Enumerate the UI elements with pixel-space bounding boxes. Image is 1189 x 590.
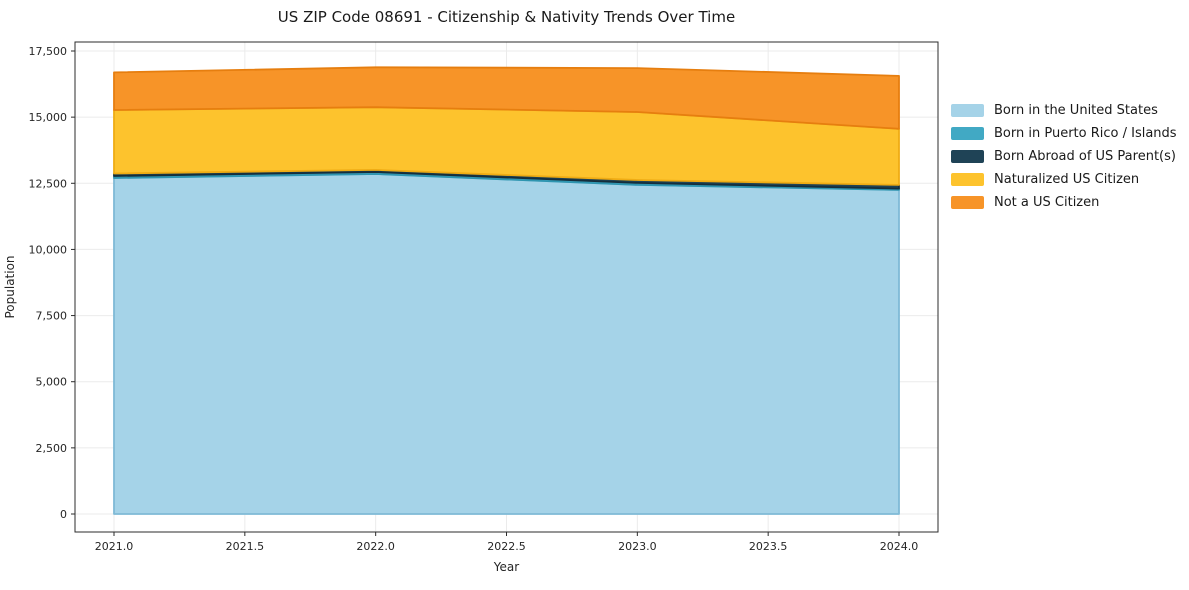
legend-item: Born Abroad of US Parent(s) [951,150,1177,163]
legend-item: Not a US Citizen [951,196,1177,209]
x-axis-label: Year [493,560,519,574]
legend-label: Born in the United States [994,103,1158,118]
x-tick-label: 2023.0 [618,540,657,553]
x-tick-label: 2021.0 [95,540,134,553]
x-tick-label: 2022.5 [487,540,526,553]
legend-item: Born in the United States [951,104,1177,117]
y-tick-label: 2,500 [36,442,68,455]
y-tick-label: 12,500 [29,177,68,190]
chart-title: US ZIP Code 08691 - Citizenship & Nativi… [277,8,736,26]
legend-swatch [951,196,984,209]
legend-label: Born in Puerto Rico / Islands [994,126,1177,141]
legend-swatch [951,104,984,117]
area-series-born-in-the-united-states [113,173,900,515]
x-tick-label: 2023.5 [749,540,788,553]
y-tick-label: 5,000 [36,376,68,389]
y-axis-label: Population [3,255,17,318]
y-tick-label: 15,000 [29,111,68,124]
legend: Born in the United States Born in Puerto … [951,104,1177,209]
y-tick-label: 0 [60,508,67,521]
x-tick-label: 2024.0 [880,540,919,553]
area-series-not-a-us-citizen [113,66,900,130]
y-tick-label: 7,500 [36,310,68,323]
y-tick-label: 17,500 [29,45,68,58]
legend-swatch [951,127,984,140]
legend-label: Born Abroad of US Parent(s) [994,149,1176,164]
legend-label: Not a US Citizen [994,195,1100,210]
y-tick-label: 10,000 [29,243,68,256]
legend-item: Naturalized US Citizen [951,173,1177,186]
legend-swatch [951,150,984,163]
legend-label: Naturalized US Citizen [994,172,1140,187]
legend-swatch [951,173,984,186]
x-tick-label: 2021.5 [226,540,265,553]
legend-item: Born in Puerto Rico / Islands [951,127,1177,140]
x-tick-label: 2022.0 [356,540,395,553]
